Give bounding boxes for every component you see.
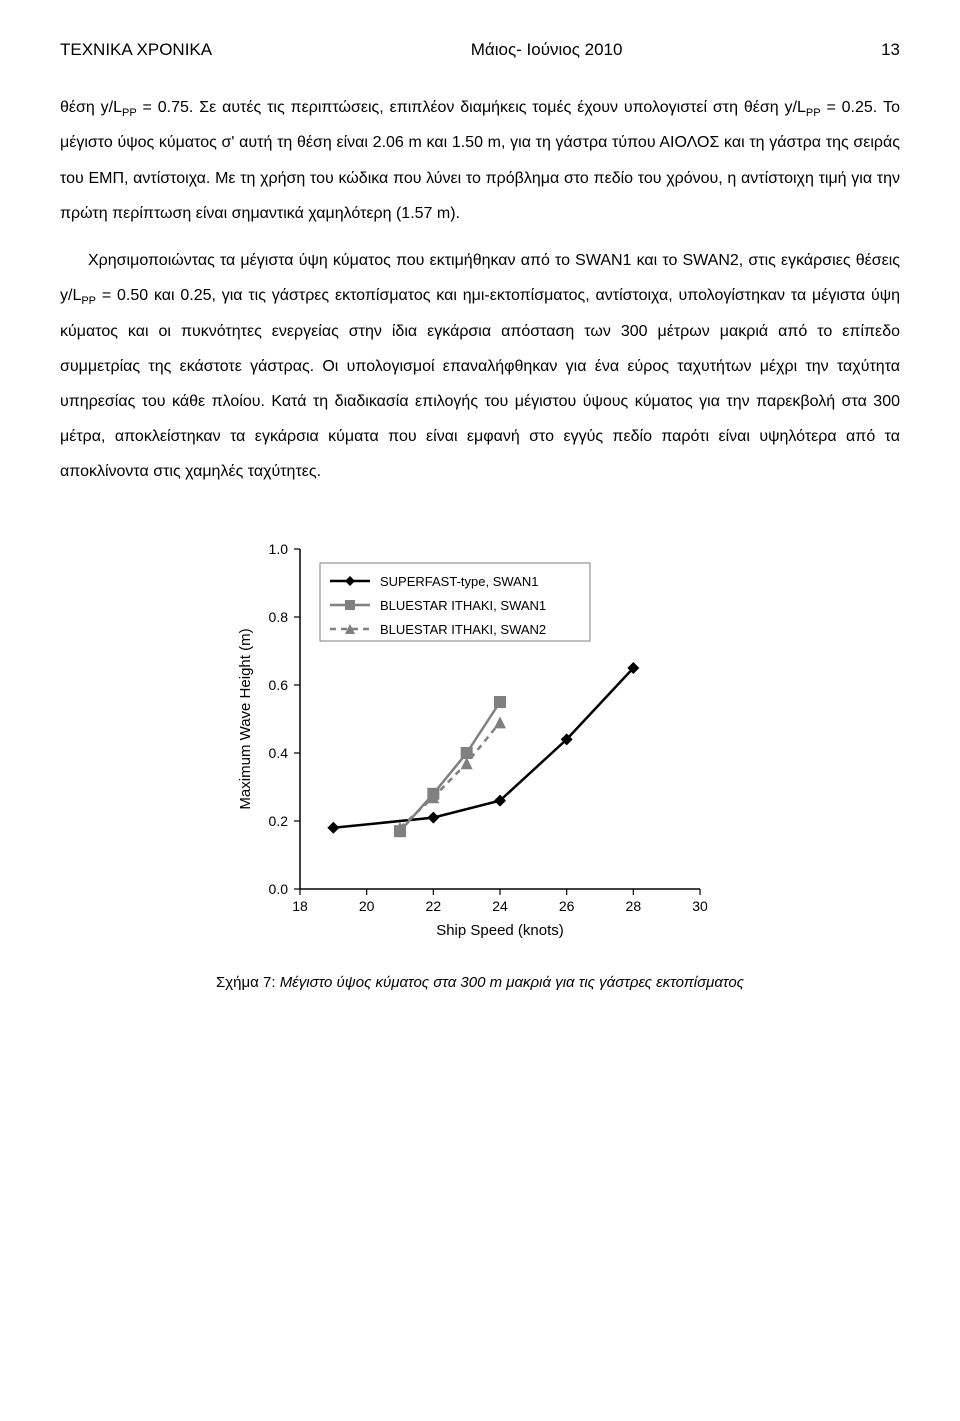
- paragraph-1: θέση y/LPP = 0.75. Σε αυτές τις περιπτώσ…: [60, 90, 900, 231]
- svg-text:BLUESTAR ITHAKI, SWAN2: BLUESTAR ITHAKI, SWAN2: [380, 622, 546, 637]
- svg-text:20: 20: [359, 898, 375, 914]
- chart-svg: 18 20 22 24 26 28 30 0.0 0.2 0.4 0.6 0.8 1.0 Ship Spe…: [230, 529, 730, 949]
- svg-text:18: 18: [292, 898, 308, 914]
- wave-height-chart: 18 20 22 24 26 28 30 0.0 0.2 0.4 0.6 0.8 1.0 Ship Spe…: [180, 529, 780, 949]
- svg-text:SUPERFAST-type, SWAN1: SUPERFAST-type, SWAN1: [380, 574, 538, 589]
- svg-text:22: 22: [426, 898, 442, 914]
- figure-caption: Σχήμα 7: Μέγιστο ύψος κύματος στα 300 m …: [60, 974, 900, 991]
- caption-text: Μέγιστο ύψος κύματος στα 300 m μακριά γι…: [280, 974, 744, 991]
- caption-label: Σχήμα 7:: [216, 974, 280, 991]
- svg-text:26: 26: [559, 898, 575, 914]
- svg-text:30: 30: [692, 898, 708, 914]
- svg-text:24: 24: [492, 898, 508, 914]
- svg-text:0.6: 0.6: [269, 677, 289, 693]
- header-center: Μάιος- Ιούνιος 2010: [471, 40, 623, 60]
- svg-text:0.8: 0.8: [269, 609, 289, 625]
- header-right: 13: [881, 40, 900, 60]
- svg-text:BLUESTAR ITHAKI, SWAN1: BLUESTAR ITHAKI, SWAN1: [380, 598, 546, 613]
- svg-text:Maximum Wave Height (m): Maximum Wave Height (m): [237, 629, 254, 810]
- svg-text:0.4: 0.4: [269, 745, 289, 761]
- svg-text:0.0: 0.0: [269, 881, 289, 897]
- svg-text:0.2: 0.2: [269, 813, 289, 829]
- svg-text:1.0: 1.0: [269, 541, 289, 557]
- svg-text:28: 28: [626, 898, 642, 914]
- svg-text:Ship Speed (knots): Ship Speed (knots): [436, 922, 564, 939]
- paragraph-2: Χρησιμοποιώντας τα μέγιστα ύψη κύματος π…: [60, 243, 900, 490]
- page-header: ΤΕΧΝΙΚΑ ΧΡΟΝΙΚΑ Μάιος- Ιούνιος 2010 13: [60, 40, 900, 60]
- header-left: ΤΕΧΝΙΚΑ ΧΡΟΝΙΚΑ: [60, 40, 212, 60]
